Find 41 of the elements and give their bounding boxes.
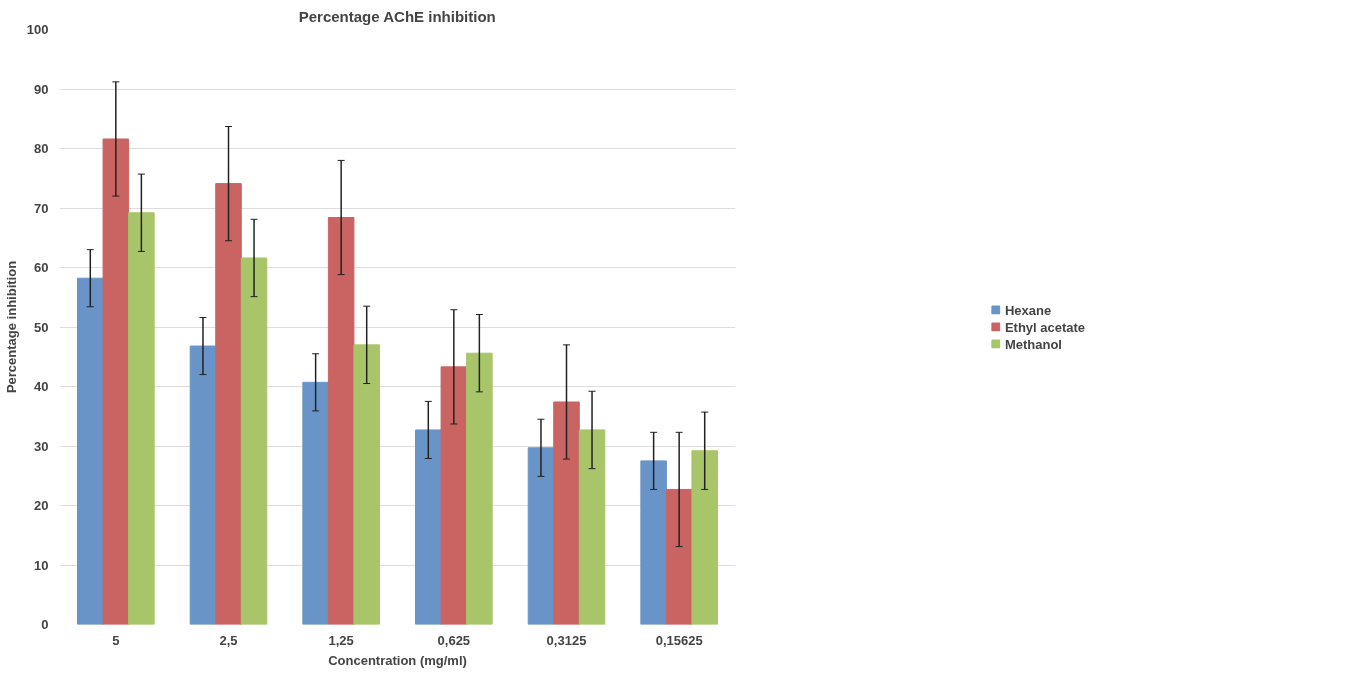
bar: [240, 257, 268, 625]
bar: [102, 138, 130, 625]
chart-title: Percentage AChE inhibition: [298, 7, 496, 25]
legend-label: Ethyl acetate: [1004, 319, 1086, 334]
x-tick-label: 5: [112, 632, 120, 648]
y-tick-label: 90: [34, 81, 49, 97]
y-tick-label: 60: [34, 260, 49, 275]
x-axis-title: Concentration (mg/ml): [328, 652, 467, 668]
bar: [691, 450, 718, 625]
bar: [553, 401, 580, 625]
bar: [527, 447, 555, 625]
x-tick-label: 0,3125: [546, 632, 587, 648]
x-tick-label: 0,625: [437, 632, 471, 648]
bar: [415, 429, 442, 625]
bar: [578, 429, 606, 625]
bar: [353, 344, 380, 625]
y-tick-label: 0: [41, 617, 49, 632]
y-tick-label: 50: [34, 319, 49, 335]
y-tick-label: 30: [34, 438, 49, 454]
y-tick-label: 10: [34, 557, 49, 573]
bar: [327, 217, 355, 625]
bar: [440, 366, 468, 625]
x-tick-label: 1,25: [328, 632, 354, 648]
x-tick-label: 2,5: [219, 632, 238, 648]
bar: [189, 345, 217, 625]
bar: [128, 212, 155, 625]
legend-label: Methanol: [1004, 336, 1062, 351]
bar: [77, 277, 104, 625]
y-tick-label: 70: [34, 200, 49, 216]
bar: [466, 352, 493, 625]
bar: [640, 460, 667, 625]
bar: [215, 183, 242, 625]
bar: [302, 381, 329, 625]
y-tick-label: 40: [34, 379, 49, 394]
bar: [665, 488, 693, 625]
legend-label: Hexane: [1004, 302, 1052, 317]
y-axis-title: Percentage inhibition: [3, 260, 19, 394]
x-tick-label: 0,15625: [655, 632, 703, 648]
y-tick-label: 20: [34, 498, 49, 513]
y-tick-label: 80: [34, 141, 49, 156]
y-tick-label: 100: [26, 22, 49, 37]
